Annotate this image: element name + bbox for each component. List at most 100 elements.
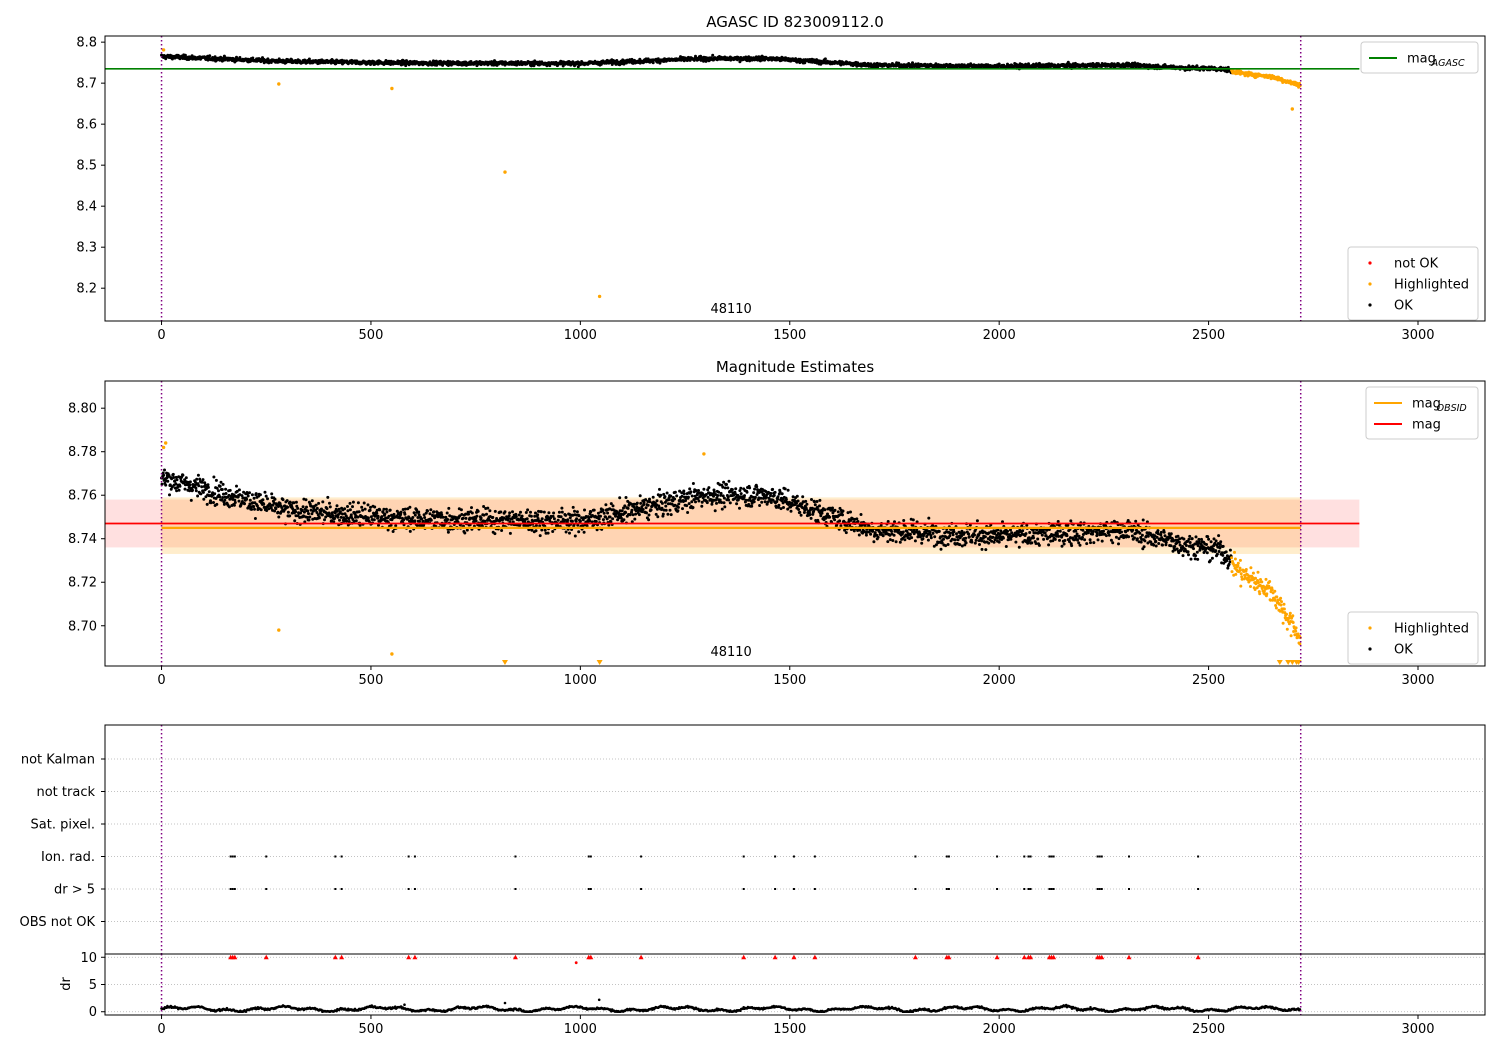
ok-point xyxy=(820,511,824,515)
ok-point xyxy=(189,498,193,502)
ok-point xyxy=(416,516,420,519)
ok-point xyxy=(686,511,690,514)
x-tick-label: 1500 xyxy=(773,328,806,343)
ok-point xyxy=(301,505,305,509)
ok-point xyxy=(797,508,801,511)
ok-point xyxy=(191,488,194,492)
ok-point xyxy=(1058,538,1061,542)
ok-point xyxy=(323,518,326,522)
ok-point xyxy=(784,498,788,501)
ok-point xyxy=(378,508,382,512)
legend-label: OK xyxy=(1394,299,1413,314)
ok-point xyxy=(560,506,564,510)
ok-point xyxy=(266,497,269,501)
ok-point xyxy=(373,505,377,509)
ok-point xyxy=(215,502,219,506)
ok-point xyxy=(356,501,360,505)
ok-point xyxy=(384,507,388,511)
obsid-annotation: 48110 xyxy=(710,302,751,317)
ok-point xyxy=(838,519,842,523)
ok-point xyxy=(630,57,634,61)
ok-point xyxy=(248,491,251,495)
ok-point xyxy=(783,487,787,491)
ok-point xyxy=(281,498,285,502)
ok-point xyxy=(707,486,711,490)
ok-point xyxy=(197,484,201,488)
ok-point xyxy=(519,510,522,514)
ok-point xyxy=(288,500,292,504)
ok-point xyxy=(199,492,203,496)
ok-point xyxy=(224,487,228,491)
ok-point xyxy=(910,536,914,540)
ok-point xyxy=(163,468,166,472)
ok-point xyxy=(881,534,885,538)
ok-point xyxy=(953,538,957,542)
ok-point xyxy=(682,489,686,493)
ok-point xyxy=(369,515,373,519)
ok-point xyxy=(1058,529,1062,533)
ok-point xyxy=(886,520,890,523)
ok-point xyxy=(514,515,518,519)
ok-point xyxy=(223,498,227,502)
ok-point xyxy=(376,514,380,518)
ok-point xyxy=(690,500,694,504)
ok-point xyxy=(942,537,945,541)
ok-point xyxy=(1057,534,1061,538)
ok-point xyxy=(668,508,672,512)
ok-point xyxy=(967,532,971,536)
ok-point xyxy=(663,495,667,499)
ok-point xyxy=(573,534,577,538)
ok-point xyxy=(801,495,805,499)
ok-point xyxy=(661,512,665,516)
ok-point xyxy=(987,541,991,545)
ok-point xyxy=(294,510,298,514)
ok-point xyxy=(649,508,653,512)
ok-point xyxy=(328,501,331,505)
ok-point xyxy=(418,519,421,523)
ok-point xyxy=(363,507,367,511)
ok-point xyxy=(857,533,861,537)
ok-point xyxy=(206,485,210,489)
ok-point xyxy=(175,489,179,493)
ok-point xyxy=(293,519,297,523)
ok-point xyxy=(962,531,966,535)
ok-point xyxy=(675,494,679,498)
ok-point xyxy=(360,505,364,509)
ok-point xyxy=(713,509,717,513)
ok-point xyxy=(368,508,372,512)
ok-point xyxy=(534,524,538,528)
ok-point xyxy=(566,518,570,522)
ok-point xyxy=(196,473,200,477)
ok-point xyxy=(655,499,659,503)
ok-point xyxy=(274,507,278,511)
ok-point xyxy=(559,515,563,519)
ok-point xyxy=(1065,534,1069,538)
ok-point xyxy=(464,516,468,520)
ok-point xyxy=(719,491,723,495)
ok-point xyxy=(745,490,749,494)
ok-point xyxy=(222,492,225,496)
ok-point xyxy=(839,63,843,67)
ok-point xyxy=(465,528,469,532)
ok-point xyxy=(859,513,863,516)
ok-point xyxy=(688,487,692,491)
ok-point xyxy=(659,493,663,497)
ok-point xyxy=(237,488,241,492)
ok-point xyxy=(658,487,661,491)
ok-point xyxy=(175,478,179,482)
ok-point xyxy=(753,495,757,499)
ok-point xyxy=(288,514,292,518)
ok-point xyxy=(577,530,581,534)
ok-point xyxy=(651,61,655,65)
ok-point xyxy=(529,514,533,518)
x-tick-label: 2500 xyxy=(1192,328,1225,343)
ok-point xyxy=(795,494,799,498)
ok-point xyxy=(246,494,250,498)
ok-point xyxy=(1024,532,1028,536)
ok-point xyxy=(560,510,564,514)
ok-point xyxy=(726,486,730,490)
ok-point xyxy=(206,483,210,487)
ok-point xyxy=(710,502,714,506)
ok-point xyxy=(336,515,340,519)
ok-point xyxy=(618,496,622,500)
